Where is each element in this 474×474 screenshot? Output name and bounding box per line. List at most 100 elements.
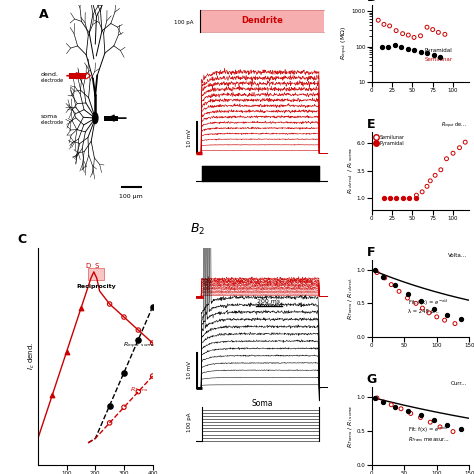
Point (404, 31, 412, 39)
Point (391, 41, 398, 49)
Text: electrode: electrode (40, 78, 64, 82)
Text: Volta...: Volta... (448, 253, 467, 258)
Point (380, 20, 388, 28)
Point (436, 423, 444, 431)
Point (430, 51, 438, 59)
Point (120, 403, 128, 411)
Point (397, 405, 405, 412)
Point (425, 309, 433, 317)
Point (391, 281, 398, 288)
Point (410, 34, 418, 41)
Point (380, 398, 387, 406)
Point (449, 428, 457, 436)
Point (386, 195, 393, 202)
Point (412, 300, 420, 307)
Point (456, 144, 463, 152)
Text: Reciprocity: Reciprocity (76, 284, 116, 290)
Point (431, 172, 439, 179)
Point (106, 402, 113, 410)
Point (135, 326, 142, 334)
Point (410, 46, 418, 54)
Point (423, 49, 431, 57)
Point (417, 48, 424, 55)
Text: 100 pA: 100 pA (174, 19, 193, 25)
Point (135, 336, 142, 343)
Point (433, 313, 440, 320)
Point (407, 410, 415, 417)
Point (430, 305, 438, 312)
FancyBboxPatch shape (69, 73, 86, 79)
Text: dend.: dend. (40, 72, 58, 77)
Point (395, 288, 403, 295)
Text: D: D (85, 264, 91, 269)
Text: $R_{Trans}$ measur...: $R_{Trans}$ measur... (408, 435, 449, 444)
Point (387, 281, 395, 288)
Point (381, 274, 389, 282)
Y-axis label: $I_c$ dend.: $I_c$ dend. (27, 342, 36, 370)
Point (404, 294, 411, 302)
Point (413, 191, 420, 199)
Point (371, 394, 379, 402)
Point (149, 303, 156, 310)
Point (419, 304, 426, 312)
Point (373, 269, 381, 276)
Point (135, 388, 142, 395)
Point (380, 398, 387, 406)
Text: Fit: f(x) = $e^{-x/\lambda}$: Fit: f(x) = $e^{-x/\lambda}$ (408, 425, 448, 436)
Point (399, 194, 406, 202)
Point (441, 317, 448, 324)
Y-axis label: $R_{Trans}$ / $R_{i\ soma}$: $R_{Trans}$ / $R_{i\ soma}$ (346, 404, 356, 447)
Point (48, 392, 56, 399)
Point (423, 23, 431, 31)
Point (417, 298, 424, 305)
Point (461, 138, 469, 146)
Point (404, 290, 411, 298)
Y-axis label: $R_{input}$ (MΩ): $R_{input}$ (MΩ) (340, 26, 350, 61)
Point (449, 149, 457, 157)
Point (427, 177, 434, 184)
Point (441, 30, 449, 38)
Text: soma: soma (40, 114, 57, 119)
Point (417, 414, 424, 421)
Point (419, 188, 426, 196)
Point (413, 194, 420, 201)
FancyBboxPatch shape (88, 268, 104, 280)
Text: S: S (94, 264, 99, 269)
Point (392, 195, 400, 202)
Text: Pyramidal: Pyramidal (425, 48, 452, 53)
Text: electrode: electrode (40, 120, 64, 125)
Text: E: E (367, 118, 375, 131)
Point (63, 348, 71, 356)
Text: D: D (367, 0, 377, 4)
Text: 10 mV: 10 mV (187, 361, 192, 379)
Circle shape (92, 113, 98, 124)
Point (106, 300, 113, 308)
Text: $R_{input}$ de...: $R_{input}$ de... (441, 120, 467, 131)
Point (384, 43, 392, 50)
Point (443, 155, 450, 163)
Bar (200, 9, 324, 32)
Text: 100 pA: 100 pA (187, 413, 192, 432)
Text: λ = 248 μ...: λ = 248 μ... (408, 310, 438, 315)
Point (380, 273, 387, 280)
Point (443, 311, 450, 319)
Text: G: G (367, 374, 377, 386)
Point (149, 339, 156, 347)
Text: Semilunar: Semilunar (425, 56, 453, 62)
Point (451, 320, 459, 328)
Point (458, 315, 465, 323)
Point (387, 401, 395, 409)
Text: F: F (367, 246, 375, 259)
Point (391, 403, 398, 410)
Point (120, 313, 128, 321)
Point (429, 26, 437, 33)
Point (373, 394, 381, 402)
Point (380, 195, 388, 202)
Point (436, 53, 444, 60)
Point (371, 267, 379, 274)
Point (392, 27, 400, 35)
Text: $R_{Trans}$: $R_{Trans}$ (130, 385, 148, 394)
Text: C: C (17, 233, 27, 246)
Y-axis label: $R_{i\ dend.}$ / $R_{i\ soma}$: $R_{i\ dend.}$ / $R_{i\ soma}$ (346, 147, 356, 194)
Point (405, 194, 413, 202)
